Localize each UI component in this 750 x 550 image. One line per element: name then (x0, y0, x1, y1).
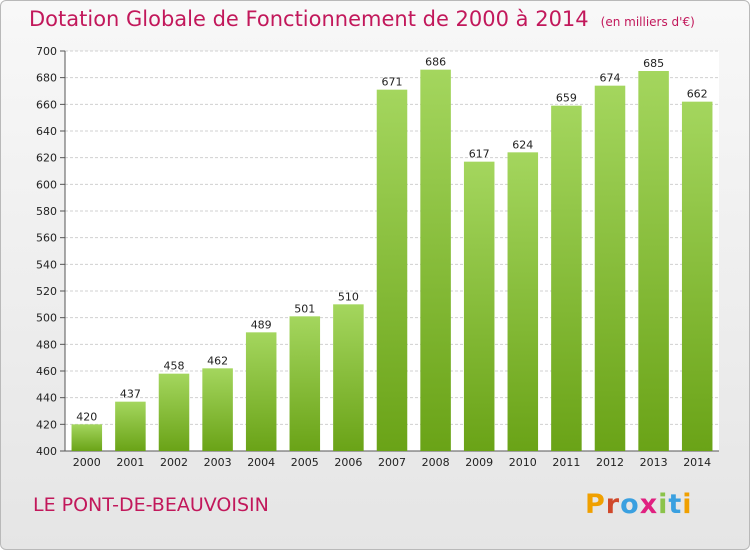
value-label-2002: 458 (164, 360, 185, 373)
bar-2013 (638, 71, 669, 451)
bar-2014 (681, 101, 713, 452)
x-tick-label-2012: 2012 (596, 456, 624, 469)
y-tick-label: 700 (36, 45, 57, 58)
value-label-2013: 685 (643, 57, 664, 70)
y-tick-label: 560 (36, 232, 57, 245)
y-tick-label: 620 (36, 152, 57, 165)
value-label-2004: 489 (251, 318, 272, 331)
x-tick-label-2002: 2002 (160, 456, 188, 469)
value-label-2005: 501 (294, 302, 315, 315)
unit-label: (en milliers d'€) (600, 15, 695, 29)
bar-2006 (333, 304, 364, 451)
y-tick-label: 640 (36, 125, 57, 138)
value-label-2006: 510 (338, 290, 359, 303)
value-label-2012: 674 (600, 72, 621, 85)
value-label-2014: 662 (687, 88, 708, 101)
y-tick-label: 680 (36, 72, 57, 85)
bar-2007 (376, 89, 408, 452)
y-tick-label: 600 (36, 178, 57, 191)
logo-letter: i (658, 489, 669, 520)
value-label-2011: 659 (556, 92, 577, 105)
x-tick-label-2014: 2014 (683, 456, 711, 469)
y-tick-label: 440 (36, 392, 57, 405)
y-tick-label: 480 (36, 338, 57, 351)
x-tick-label-2000: 2000 (73, 456, 101, 469)
bar-2002 (158, 373, 190, 451)
bar-2010 (507, 152, 539, 452)
y-tick-label: 520 (36, 285, 57, 298)
x-tick-label-2006: 2006 (334, 456, 362, 469)
value-label-2007: 671 (382, 76, 403, 89)
y-tick-label: 660 (36, 98, 57, 111)
logo-letter: x (639, 489, 659, 520)
bar-2011 (551, 105, 582, 452)
value-label-2008: 686 (425, 56, 446, 69)
bar-2001 (115, 401, 146, 451)
x-tick-label-2008: 2008 (422, 456, 450, 469)
y-tick-label: 420 (36, 418, 57, 431)
x-tick-label-2009: 2009 (465, 456, 493, 469)
logo-letter: P (585, 489, 606, 520)
proxiti-logo: Proxiti (585, 489, 693, 520)
y-tick-label: 500 (36, 312, 57, 325)
y-tick-label: 540 (36, 258, 57, 271)
x-tick-label-2011: 2011 (552, 456, 580, 469)
bar-2008 (420, 69, 451, 452)
bar-2000 (71, 424, 103, 451)
y-tick-label: 400 (36, 445, 57, 458)
bar-2009 (463, 161, 495, 451)
bar-2005 (289, 316, 321, 451)
logo-letter: r (605, 489, 621, 520)
x-tick-label-2004: 2004 (247, 456, 275, 469)
value-label-2003: 462 (207, 354, 228, 367)
bar-2012 (594, 85, 626, 452)
x-tick-label-2010: 2010 (509, 456, 537, 469)
logo-letter: t (668, 489, 683, 520)
value-label-2010: 624 (512, 138, 533, 151)
y-tick-label: 460 (36, 365, 57, 378)
x-tick-label-2013: 2013 (640, 456, 668, 469)
y-tick-label: 580 (36, 205, 57, 218)
x-tick-label-2005: 2005 (291, 456, 319, 469)
x-tick-label-2007: 2007 (378, 456, 406, 469)
logo-letter: o (620, 489, 640, 520)
value-label-2001: 437 (120, 388, 141, 401)
value-label-2009: 617 (469, 148, 490, 161)
x-tick-label-2003: 2003 (204, 456, 232, 469)
logo-letter: i (682, 489, 693, 520)
bar-2003 (202, 368, 233, 451)
commune-name: LE PONT-DE-BEAUVOISIN (33, 494, 269, 516)
value-label-2000: 420 (76, 410, 97, 423)
chart-title: Dotation Globale de Fonctionnement de 20… (29, 7, 695, 31)
x-tick-label-2001: 2001 (116, 456, 144, 469)
bar-2004 (245, 332, 277, 451)
